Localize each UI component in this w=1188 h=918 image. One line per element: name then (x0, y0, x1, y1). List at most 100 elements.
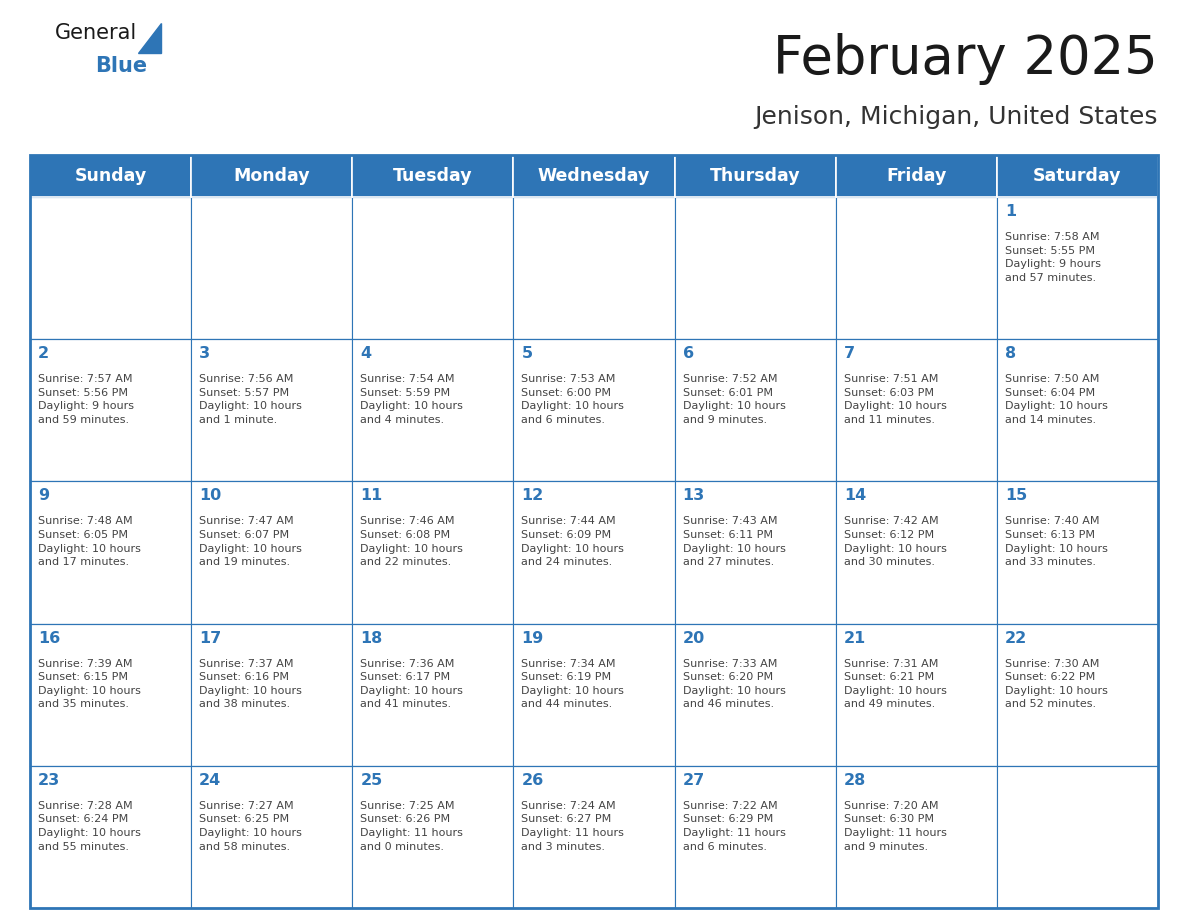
Text: Sunrise: 7:42 AM
Sunset: 6:12 PM
Daylight: 10 hours
and 30 minutes.: Sunrise: 7:42 AM Sunset: 6:12 PM Dayligh… (843, 517, 947, 567)
Bar (675, 155, 835, 197)
Text: Sunrise: 7:34 AM
Sunset: 6:19 PM
Daylight: 10 hours
and 44 minutes.: Sunrise: 7:34 AM Sunset: 6:19 PM Dayligh… (522, 658, 625, 710)
Bar (191, 197, 353, 339)
Bar (353, 766, 513, 908)
Text: Sunrise: 7:33 AM
Sunset: 6:20 PM
Daylight: 10 hours
and 46 minutes.: Sunrise: 7:33 AM Sunset: 6:20 PM Dayligh… (683, 658, 785, 710)
Text: Sunrise: 7:51 AM
Sunset: 6:03 PM
Daylight: 10 hours
and 11 minutes.: Sunrise: 7:51 AM Sunset: 6:03 PM Dayligh… (843, 375, 947, 425)
Bar (30, 155, 1158, 908)
Bar (30, 155, 191, 197)
Text: Sunrise: 7:47 AM
Sunset: 6:07 PM
Daylight: 10 hours
and 19 minutes.: Sunrise: 7:47 AM Sunset: 6:07 PM Dayligh… (200, 517, 302, 567)
Bar (30, 197, 191, 339)
Text: 7: 7 (843, 346, 855, 361)
Text: 12: 12 (522, 488, 544, 503)
Text: Sunday: Sunday (75, 167, 146, 185)
Bar (997, 339, 1158, 481)
Text: 13: 13 (683, 488, 704, 503)
Text: Thursday: Thursday (710, 167, 801, 185)
Polygon shape (138, 23, 162, 53)
Text: Sunrise: 7:43 AM
Sunset: 6:11 PM
Daylight: 10 hours
and 27 minutes.: Sunrise: 7:43 AM Sunset: 6:11 PM Dayligh… (683, 517, 785, 567)
Text: 9: 9 (38, 488, 49, 503)
Text: 16: 16 (38, 631, 61, 645)
Text: 25: 25 (360, 773, 383, 788)
Text: 5: 5 (522, 346, 532, 361)
Text: Monday: Monday (233, 167, 310, 185)
Text: 20: 20 (683, 631, 704, 645)
Text: 19: 19 (522, 631, 544, 645)
Bar (675, 197, 835, 339)
Bar (30, 623, 191, 766)
Text: Sunrise: 7:54 AM
Sunset: 5:59 PM
Daylight: 10 hours
and 4 minutes.: Sunrise: 7:54 AM Sunset: 5:59 PM Dayligh… (360, 375, 463, 425)
Text: 18: 18 (360, 631, 383, 645)
Bar (513, 197, 675, 339)
Bar (513, 766, 675, 908)
Text: 21: 21 (843, 631, 866, 645)
Text: Sunrise: 7:52 AM
Sunset: 6:01 PM
Daylight: 10 hours
and 9 minutes.: Sunrise: 7:52 AM Sunset: 6:01 PM Dayligh… (683, 375, 785, 425)
Text: Sunrise: 7:28 AM
Sunset: 6:24 PM
Daylight: 10 hours
and 55 minutes.: Sunrise: 7:28 AM Sunset: 6:24 PM Dayligh… (38, 800, 141, 852)
Text: Saturday: Saturday (1034, 167, 1121, 185)
Text: 28: 28 (843, 773, 866, 788)
Text: Blue: Blue (95, 56, 147, 76)
Text: 11: 11 (360, 488, 383, 503)
Text: Friday: Friday (886, 167, 947, 185)
Text: 3: 3 (200, 346, 210, 361)
Text: Wednesday: Wednesday (538, 167, 650, 185)
Bar (353, 155, 513, 197)
Bar (30, 766, 191, 908)
Text: February 2025: February 2025 (773, 33, 1158, 85)
Text: Sunrise: 7:20 AM
Sunset: 6:30 PM
Daylight: 11 hours
and 9 minutes.: Sunrise: 7:20 AM Sunset: 6:30 PM Dayligh… (843, 800, 947, 852)
Text: Sunrise: 7:36 AM
Sunset: 6:17 PM
Daylight: 10 hours
and 41 minutes.: Sunrise: 7:36 AM Sunset: 6:17 PM Dayligh… (360, 658, 463, 710)
Bar (513, 339, 675, 481)
Bar (675, 623, 835, 766)
Bar (191, 339, 353, 481)
Text: 14: 14 (843, 488, 866, 503)
Bar (191, 623, 353, 766)
Bar (353, 481, 513, 623)
Text: Sunrise: 7:48 AM
Sunset: 6:05 PM
Daylight: 10 hours
and 17 minutes.: Sunrise: 7:48 AM Sunset: 6:05 PM Dayligh… (38, 517, 141, 567)
Text: 17: 17 (200, 631, 221, 645)
Bar (675, 766, 835, 908)
Bar (835, 481, 997, 623)
Text: 27: 27 (683, 773, 704, 788)
Bar (675, 481, 835, 623)
Bar (191, 766, 353, 908)
Bar (997, 155, 1158, 197)
Bar (30, 481, 191, 623)
Text: Sunrise: 7:56 AM
Sunset: 5:57 PM
Daylight: 10 hours
and 1 minute.: Sunrise: 7:56 AM Sunset: 5:57 PM Dayligh… (200, 375, 302, 425)
Bar (835, 155, 997, 197)
Text: Sunrise: 7:24 AM
Sunset: 6:27 PM
Daylight: 11 hours
and 3 minutes.: Sunrise: 7:24 AM Sunset: 6:27 PM Dayligh… (522, 800, 625, 852)
Text: Sunrise: 7:40 AM
Sunset: 6:13 PM
Daylight: 10 hours
and 33 minutes.: Sunrise: 7:40 AM Sunset: 6:13 PM Dayligh… (1005, 517, 1107, 567)
Text: Sunrise: 7:30 AM
Sunset: 6:22 PM
Daylight: 10 hours
and 52 minutes.: Sunrise: 7:30 AM Sunset: 6:22 PM Dayligh… (1005, 658, 1107, 710)
Bar (997, 481, 1158, 623)
Bar (353, 623, 513, 766)
Text: Sunrise: 7:22 AM
Sunset: 6:29 PM
Daylight: 11 hours
and 6 minutes.: Sunrise: 7:22 AM Sunset: 6:29 PM Dayligh… (683, 800, 785, 852)
Text: Sunrise: 7:53 AM
Sunset: 6:00 PM
Daylight: 10 hours
and 6 minutes.: Sunrise: 7:53 AM Sunset: 6:00 PM Dayligh… (522, 375, 625, 425)
Text: 1: 1 (1005, 204, 1016, 219)
Text: Sunrise: 7:44 AM
Sunset: 6:09 PM
Daylight: 10 hours
and 24 minutes.: Sunrise: 7:44 AM Sunset: 6:09 PM Dayligh… (522, 517, 625, 567)
Text: 4: 4 (360, 346, 372, 361)
Bar (513, 481, 675, 623)
Bar (191, 155, 353, 197)
Bar (997, 766, 1158, 908)
Text: 26: 26 (522, 773, 544, 788)
Text: 2: 2 (38, 346, 49, 361)
Text: General: General (55, 23, 138, 43)
Text: Jenison, Michigan, United States: Jenison, Michigan, United States (754, 105, 1158, 129)
Text: 23: 23 (38, 773, 61, 788)
Bar (353, 339, 513, 481)
Text: Sunrise: 7:27 AM
Sunset: 6:25 PM
Daylight: 10 hours
and 58 minutes.: Sunrise: 7:27 AM Sunset: 6:25 PM Dayligh… (200, 800, 302, 852)
Text: 8: 8 (1005, 346, 1016, 361)
Text: Sunrise: 7:37 AM
Sunset: 6:16 PM
Daylight: 10 hours
and 38 minutes.: Sunrise: 7:37 AM Sunset: 6:16 PM Dayligh… (200, 658, 302, 710)
Text: Sunrise: 7:57 AM
Sunset: 5:56 PM
Daylight: 9 hours
and 59 minutes.: Sunrise: 7:57 AM Sunset: 5:56 PM Dayligh… (38, 375, 134, 425)
Text: Sunrise: 7:31 AM
Sunset: 6:21 PM
Daylight: 10 hours
and 49 minutes.: Sunrise: 7:31 AM Sunset: 6:21 PM Dayligh… (843, 658, 947, 710)
Text: Sunrise: 7:58 AM
Sunset: 5:55 PM
Daylight: 9 hours
and 57 minutes.: Sunrise: 7:58 AM Sunset: 5:55 PM Dayligh… (1005, 232, 1101, 283)
Text: Tuesday: Tuesday (393, 167, 473, 185)
Text: 22: 22 (1005, 631, 1028, 645)
Bar (997, 197, 1158, 339)
Text: 6: 6 (683, 346, 694, 361)
Bar (191, 481, 353, 623)
Bar (353, 197, 513, 339)
Text: Sunrise: 7:39 AM
Sunset: 6:15 PM
Daylight: 10 hours
and 35 minutes.: Sunrise: 7:39 AM Sunset: 6:15 PM Dayligh… (38, 658, 141, 710)
Text: Sunrise: 7:25 AM
Sunset: 6:26 PM
Daylight: 11 hours
and 0 minutes.: Sunrise: 7:25 AM Sunset: 6:26 PM Dayligh… (360, 800, 463, 852)
Bar (30, 339, 191, 481)
Bar (997, 623, 1158, 766)
Text: Sunrise: 7:46 AM
Sunset: 6:08 PM
Daylight: 10 hours
and 22 minutes.: Sunrise: 7:46 AM Sunset: 6:08 PM Dayligh… (360, 517, 463, 567)
